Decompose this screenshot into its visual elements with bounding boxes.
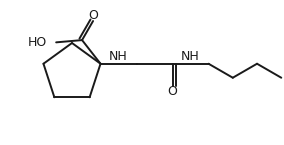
Text: O: O bbox=[168, 85, 178, 98]
Text: NH: NH bbox=[109, 50, 128, 63]
Text: O: O bbox=[88, 9, 98, 22]
Text: NH: NH bbox=[181, 50, 200, 63]
Text: HO: HO bbox=[28, 36, 47, 49]
